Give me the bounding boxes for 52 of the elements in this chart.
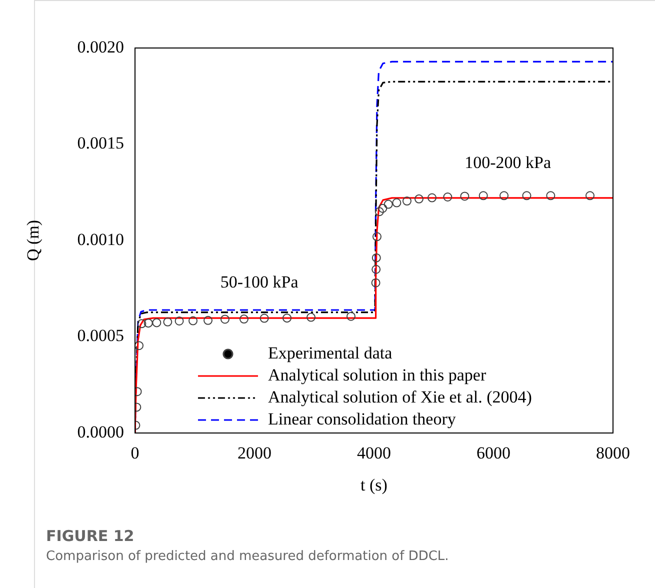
legend-label: Experimental data [268,343,393,362]
x-tick-label: 8000 [596,444,630,463]
point [414,194,424,204]
point [220,314,230,324]
y-tick-label: 0.0015 [77,134,124,153]
point [188,316,198,326]
x-tick-label: 6000 [476,444,510,463]
y-axis-title: Q (m) [24,220,43,262]
point [443,192,452,202]
point [163,317,172,326]
point [372,264,381,274]
point [137,319,146,328]
point [282,314,292,323]
x-axis-title: t (s) [360,475,388,494]
point [460,192,470,201]
point [174,316,184,326]
point [546,191,556,200]
text: Comparison of predicted and measured deformation of DDCL. [46,549,449,564]
point [374,207,384,216]
y-tick-label: 0.0005 [77,326,124,346]
point [260,314,269,323]
point [239,314,248,324]
point [152,318,162,328]
point [306,312,316,322]
text: FIGURE 12 [46,527,136,545]
point [144,318,153,328]
point [204,316,213,325]
point [372,253,381,262]
point [402,196,412,206]
point [478,191,488,200]
point [392,198,402,208]
annotation: 50-100 kPa [220,272,299,292]
legend-label: Analytical solution in this paper [268,365,486,384]
annotation: 100-200 kPa [464,152,552,172]
x-tick-label: 2000 [238,444,272,463]
point [371,278,380,288]
point [135,341,144,350]
point [372,232,382,242]
y-tick-label: 0.0020 [77,37,124,56]
point [346,312,356,321]
point [585,191,594,200]
x-tick-label: 0 [130,444,140,463]
point [428,193,437,202]
x-tick-label: 4000 [357,444,391,463]
point [384,200,393,209]
y-tick-label: 0.0000 [77,422,124,442]
y-tick-label: 0.0010 [77,230,124,249]
point [378,204,388,213]
legend-label: Analytical solution of Xie et al. (2004) [268,387,532,406]
legend-label: Linear consolidation theory [268,409,456,428]
point [500,191,509,200]
point [522,191,532,200]
